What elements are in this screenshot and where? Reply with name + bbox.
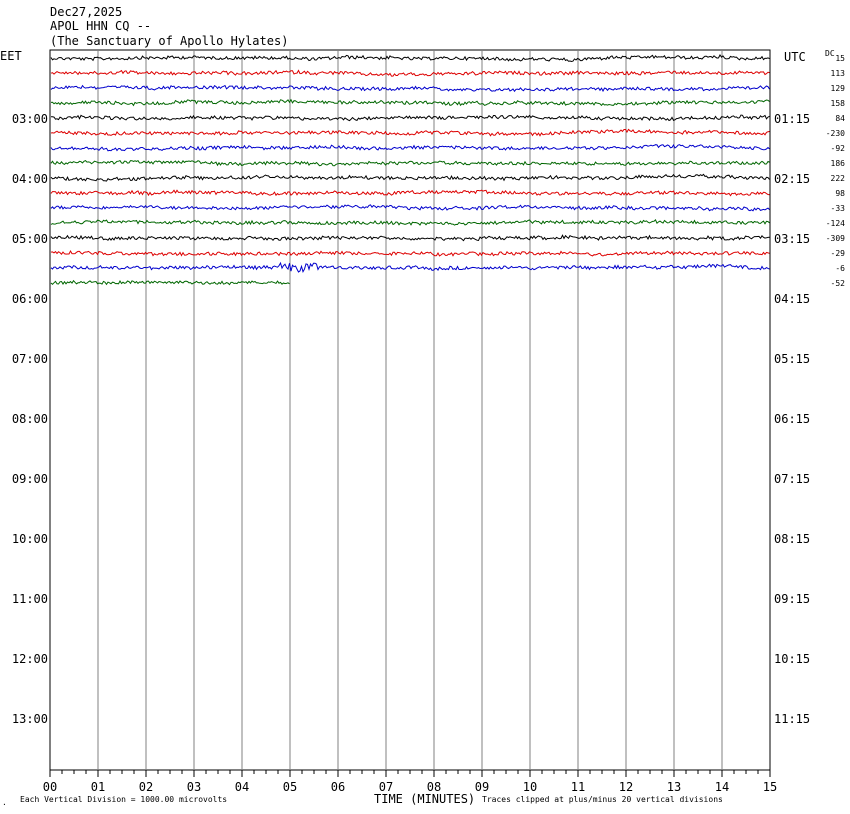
trace-14 [50,249,770,257]
scale-note: Each Vertical Division = 1000.00 microvo… [20,795,228,804]
trace-10 [50,189,770,197]
dc-offset-7: -92 [831,144,846,153]
left-time-label: 03:00 [12,112,48,126]
left-time-label: 05:00 [12,232,48,246]
left-time-label: 11:00 [12,592,48,606]
dc-offset-14: -29 [831,249,846,258]
x-tick-label: 04 [235,780,249,794]
x-tick-label: 06 [331,780,345,794]
trace-15 [50,261,770,274]
right-time-label: 08:15 [774,532,810,546]
trace-12 [50,219,770,226]
left-timezone-label: EET [0,49,22,63]
x-tick-label: 02 [139,780,153,794]
right-time-label: 06:15 [774,412,810,426]
x-tick-label: 11 [571,780,585,794]
x-tick-label: 09 [475,780,489,794]
trace-13 [50,234,770,242]
trace-16 [50,279,290,286]
dc-offset-16: -52 [831,279,846,288]
right-time-label: 05:15 [774,352,810,366]
dc-offset-11: -33 [831,204,846,213]
right-time-label: 04:15 [774,292,810,306]
dc-offset-9: 222 [831,174,846,183]
left-time-label: 13:00 [12,712,48,726]
x-tick-label: 10 [523,780,537,794]
right-time-label: 09:15 [774,592,810,606]
dc-offset-8: 186 [831,159,846,168]
dc-offset-6: -230 [826,129,845,138]
left-time-label: 10:00 [12,532,48,546]
trace-1 [50,54,770,63]
corner-mark: . [2,798,7,807]
left-time-label: 09:00 [12,472,48,486]
left-time-label: 06:00 [12,292,48,306]
trace-9 [50,173,770,182]
trace-11 [50,204,770,212]
dc-offset-13: -309 [826,234,845,243]
left-time-label: 12:00 [12,652,48,666]
trace-4 [50,98,770,107]
x-tick-label: 15 [763,780,777,794]
right-time-label: 01:15 [774,112,810,126]
header-date: Dec27,2025 [50,5,123,19]
x-tick-label: 03 [187,780,201,794]
x-tick-label: 13 [667,780,681,794]
right-time-label: 11:15 [774,712,810,726]
trace-7 [50,143,770,152]
right-time-label: 03:15 [774,232,810,246]
x-tick-label: 14 [715,780,729,794]
x-tick-label: 05 [283,780,297,794]
dc-offset-2: 113 [831,69,846,78]
right-time-label: 10:15 [774,652,810,666]
trace-8 [50,159,770,167]
x-tick-label: 01 [91,780,105,794]
dc-offset-4: 158 [831,99,846,108]
dc-offset-3: 129 [831,84,846,93]
trace-6 [50,128,770,137]
header-station: APOL HHN CQ -- [50,19,152,33]
x-tick-label: 07 [379,780,393,794]
header-site: (The Sanctuary of Apollo Hylates) [50,34,289,48]
right-timezone-label: UTC [784,50,806,64]
x-tick-label: 12 [619,780,633,794]
right-time-label: 02:15 [774,172,810,186]
dc-offset-10: 98 [835,189,845,198]
dc-offset-12: -124 [826,219,845,228]
x-tick-label: 00 [43,780,57,794]
clip-note: Traces clipped at plus/minus 20 vertical… [482,795,723,804]
plot-frame [49,49,771,771]
dc-offset-1: 15 [835,54,845,63]
left-time-label: 07:00 [12,352,48,366]
x-tick-label: 08 [427,780,441,794]
right-time-label: 07:15 [774,472,810,486]
left-time-label: 08:00 [12,412,48,426]
dc-label: DC [825,49,835,58]
dc-offset-5: 84 [835,114,845,123]
dc-offset-15: -6 [835,264,845,273]
trace-5 [50,114,770,122]
x-axis-title: TIME (MINUTES) [374,792,476,806]
left-time-label: 04:00 [12,172,48,186]
trace-3 [50,84,770,93]
trace-2 [50,69,770,77]
